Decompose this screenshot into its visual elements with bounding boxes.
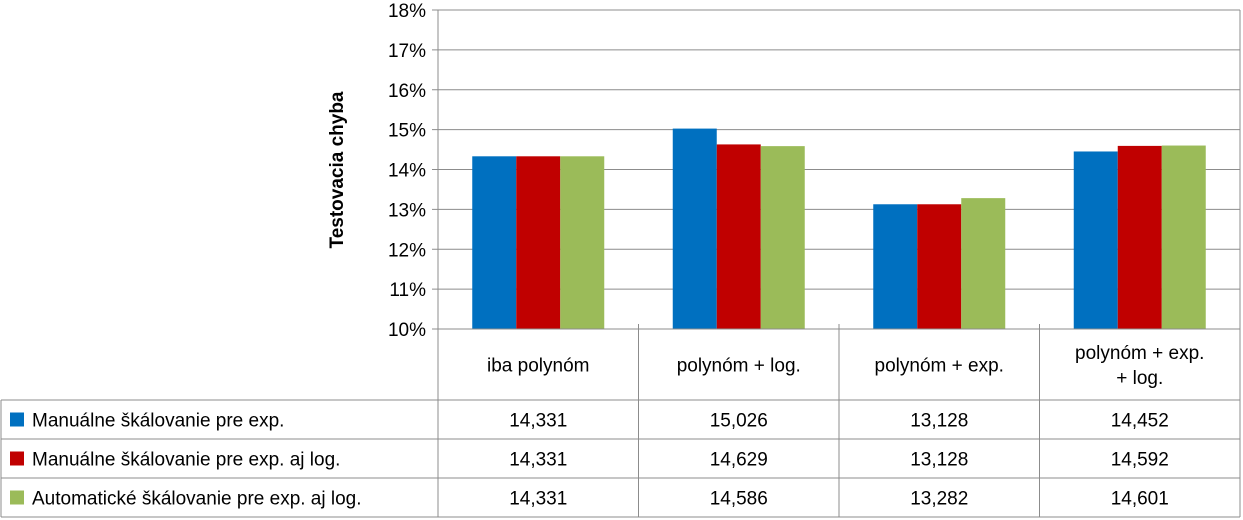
bar bbox=[560, 156, 605, 329]
series-name: Manuálne škálovanie pre exp. aj log. bbox=[32, 450, 340, 471]
data-value: 14,331 bbox=[509, 450, 567, 471]
legend-key bbox=[10, 490, 24, 505]
y-tick-label: 18% bbox=[388, 1, 426, 22]
bar bbox=[873, 204, 918, 329]
y-tick-label: 12% bbox=[388, 240, 426, 261]
data-value: 14,452 bbox=[1111, 411, 1169, 432]
series-name: Manuálne škálovanie pre exp. bbox=[32, 411, 284, 432]
category-label: polynóm + exp. bbox=[1075, 343, 1204, 364]
data-value: 14,601 bbox=[1111, 489, 1169, 510]
bar bbox=[1161, 145, 1206, 329]
data-value: 13,128 bbox=[910, 450, 968, 471]
y-tick-label: 16% bbox=[388, 81, 426, 102]
bar bbox=[472, 156, 517, 329]
category-label: polynóm + log. bbox=[677, 356, 801, 377]
y-tick-label: 10% bbox=[388, 320, 426, 341]
data-value: 14,331 bbox=[509, 411, 567, 432]
data-value: 13,282 bbox=[910, 489, 968, 510]
legend-key bbox=[10, 412, 24, 427]
category-label: polynóm + exp. bbox=[875, 356, 1004, 377]
bar bbox=[961, 198, 1006, 329]
data-value: 14,331 bbox=[509, 489, 567, 510]
y-axis-title: Testovacia chyba bbox=[327, 91, 348, 248]
y-tick-labels: 10% 11% 12% 13% 14% 15% 16% 17% 18% bbox=[388, 1, 426, 341]
data-value: 14,629 bbox=[710, 450, 768, 471]
bar bbox=[1073, 151, 1118, 329]
bar bbox=[516, 156, 561, 329]
y-tick-label: 11% bbox=[389, 280, 426, 301]
bar bbox=[716, 144, 761, 329]
legend-key bbox=[10, 451, 24, 466]
bar bbox=[760, 146, 805, 329]
data-value: 15,026 bbox=[710, 411, 768, 432]
data-value: 14,586 bbox=[710, 489, 768, 510]
bar bbox=[917, 204, 962, 329]
y-tick-label: 15% bbox=[388, 121, 426, 142]
data-value: 13,128 bbox=[910, 411, 968, 432]
y-tick-label: 13% bbox=[388, 200, 426, 221]
category-label: + log. bbox=[1116, 368, 1163, 389]
bar bbox=[1117, 145, 1162, 329]
bars bbox=[472, 128, 1206, 329]
series-name: Automatické škálovanie pre exp. aj log. bbox=[32, 489, 362, 510]
data-value: 14,592 bbox=[1111, 450, 1169, 471]
y-tick-label: 14% bbox=[388, 161, 426, 182]
bar bbox=[672, 128, 717, 329]
y-tick-label: 17% bbox=[388, 41, 426, 62]
data-table: iba polynóm polynóm + log. polynóm + exp. p… bbox=[0, 10, 1241, 518]
category-label: iba polynóm bbox=[487, 356, 589, 377]
